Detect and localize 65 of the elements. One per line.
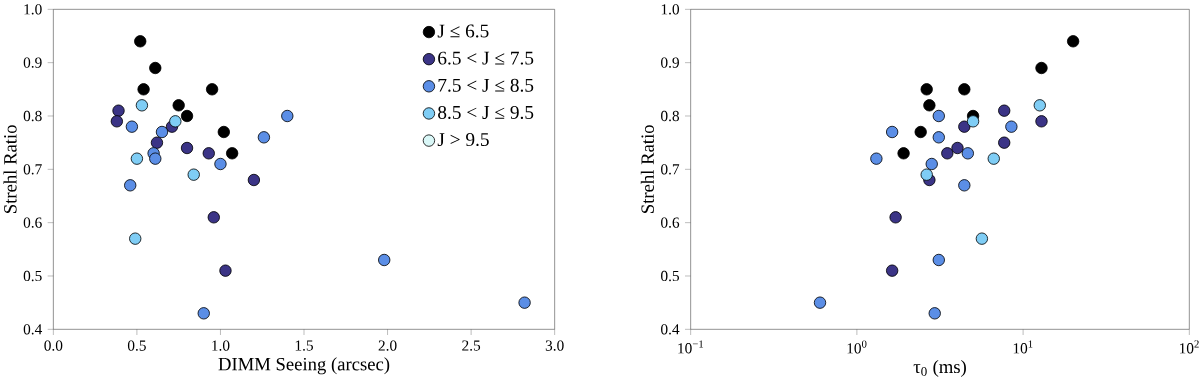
- legend-label: 7.5 < J ≤ 8.5: [438, 78, 534, 92]
- y-tick-label: 0.5: [23, 270, 42, 282]
- point: [124, 179, 137, 192]
- point: [129, 232, 142, 245]
- y-tick-label: 0.7: [661, 164, 680, 175]
- point: [197, 307, 210, 320]
- y-tick-label: 0.9: [23, 57, 42, 68]
- point: [247, 173, 261, 187]
- point: [155, 125, 169, 139]
- point: [281, 109, 294, 123]
- point: [149, 152, 162, 165]
- x-tick-label: 2.5: [462, 340, 481, 351]
- y-tick-label: 0.6: [661, 217, 680, 228]
- point: [187, 168, 200, 181]
- point: [137, 83, 150, 96]
- point: [112, 104, 125, 117]
- point: [150, 136, 164, 149]
- x-tick-label: 0.0: [44, 340, 63, 351]
- point: [110, 115, 123, 128]
- x-tick-label: 1.0: [212, 340, 230, 351]
- point: [518, 296, 531, 309]
- point: [214, 157, 227, 171]
- point: [135, 99, 149, 112]
- point: [134, 35, 147, 48]
- point: [207, 211, 220, 224]
- point: [226, 147, 239, 160]
- y-tick-label: 0.8: [661, 110, 680, 122]
- point: [219, 264, 232, 277]
- y-tick-label: 0.5: [661, 270, 680, 282]
- point: [217, 125, 230, 139]
- y-axis-title: Strehl Ratio: [3, 125, 17, 213]
- x-tick-label: 10$^{0}$: [847, 340, 867, 354]
- legend-label: J ≤ 6.5: [437, 24, 489, 38]
- y-axis-title: Strehl Ratio: [640, 125, 654, 213]
- legend-label: 8.5 < J ≤ 9.5: [438, 105, 534, 120]
- x-axis-title: τ$_{0}$ (ms): [913, 359, 966, 377]
- point: [149, 61, 162, 75]
- point: [202, 147, 215, 160]
- y-tick-label: 0.8: [23, 110, 42, 122]
- x-axis-title: DIMM Seeing (arcsec): [218, 357, 390, 375]
- y-tick-label: 0.9: [661, 57, 679, 68]
- x-tick-label: 10$^{2}$: [1179, 340, 1199, 354]
- point: [125, 120, 139, 133]
- x-tick-label: 0.5: [127, 340, 146, 351]
- y-tick-label: 1.0: [661, 4, 680, 15]
- y-tick-label: 1.0: [24, 4, 42, 15]
- point: [130, 152, 144, 165]
- x-tick-label: 1.5: [295, 340, 313, 351]
- point: [172, 99, 185, 112]
- point: [378, 253, 391, 267]
- y-tick-label: 0.6: [23, 217, 42, 228]
- point: [169, 115, 182, 128]
- x-tick-label: 3.0: [545, 340, 564, 351]
- point: [180, 109, 194, 123]
- y-tick-label: 0.7: [23, 164, 42, 175]
- point: [205, 83, 219, 96]
- point: [180, 141, 194, 155]
- point: [257, 131, 271, 144]
- y-tick-label: 0.4: [23, 324, 43, 335]
- y-tick-label: 0.4: [661, 324, 680, 335]
- x-tick-label: 10$^{−1}$: [678, 340, 704, 354]
- x-tick-label: 10$^{1}$: [1013, 340, 1033, 354]
- legend-label: 6.5 < J ≤ 7.5: [438, 51, 534, 65]
- x-tick-label: 2.0: [378, 340, 397, 351]
- legend-label: J > 9.5: [437, 133, 489, 147]
